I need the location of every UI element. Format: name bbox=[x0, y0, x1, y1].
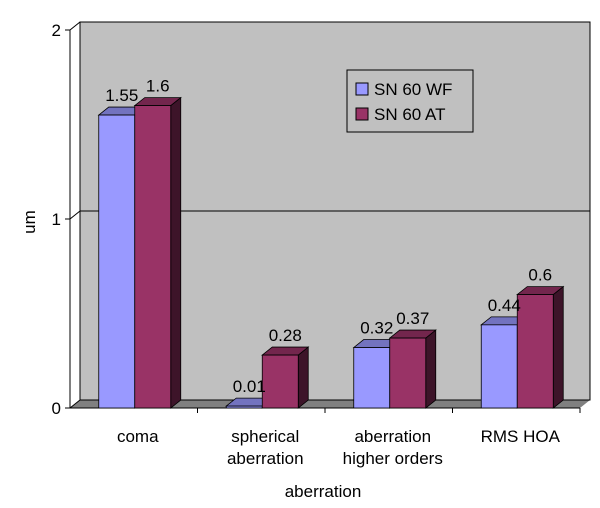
bar bbox=[388, 329, 437, 409]
legend-swatch bbox=[355, 82, 369, 96]
data-label: 1.55 bbox=[105, 86, 138, 105]
gridline-slant bbox=[69, 399, 81, 409]
data-label: 0.37 bbox=[396, 309, 429, 328]
legend-swatch bbox=[355, 107, 369, 121]
gridline-slant bbox=[69, 210, 81, 220]
y-tick-label: 1 bbox=[52, 210, 61, 229]
data-label: 0.44 bbox=[488, 296, 521, 315]
y-tick-label: 2 bbox=[52, 21, 61, 40]
bar bbox=[133, 96, 182, 409]
y-axis-ticks: 0 1 2 bbox=[52, 21, 61, 418]
y-tick-label: 0 bbox=[52, 399, 61, 418]
x-tick-label: spherical aberration bbox=[227, 427, 304, 468]
plot-floor bbox=[70, 400, 590, 408]
bars bbox=[97, 96, 565, 409]
bar bbox=[261, 346, 310, 409]
data-label: 0.28 bbox=[269, 326, 302, 345]
y-axis-title: um bbox=[20, 210, 39, 234]
legend-label: SN 60 WF bbox=[374, 80, 452, 99]
data-label: 0.01 bbox=[233, 377, 266, 396]
x-tick-label: aberration higher orders bbox=[343, 427, 443, 468]
bar bbox=[516, 285, 565, 409]
legend: SN 60 WF SN 60 AT bbox=[346, 69, 474, 133]
data-labels: 1.55 1.6 0.01 0.28 0.32 0.37 0.44 0.6 bbox=[105, 77, 552, 397]
x-axis-title: aberration bbox=[285, 482, 362, 501]
data-label: 0.32 bbox=[360, 319, 393, 338]
data-label: 1.6 bbox=[146, 77, 170, 96]
legend-box bbox=[346, 69, 474, 133]
legend-label: SN 60 AT bbox=[374, 105, 446, 124]
data-label: 0.6 bbox=[528, 266, 552, 285]
x-tick-label: RMS HOA bbox=[481, 427, 561, 446]
x-axis-ticks: coma spherical aberration aberration higher … bbox=[117, 427, 561, 468]
x-tick-label: coma bbox=[117, 427, 159, 446]
gridline-slant bbox=[69, 21, 81, 31]
